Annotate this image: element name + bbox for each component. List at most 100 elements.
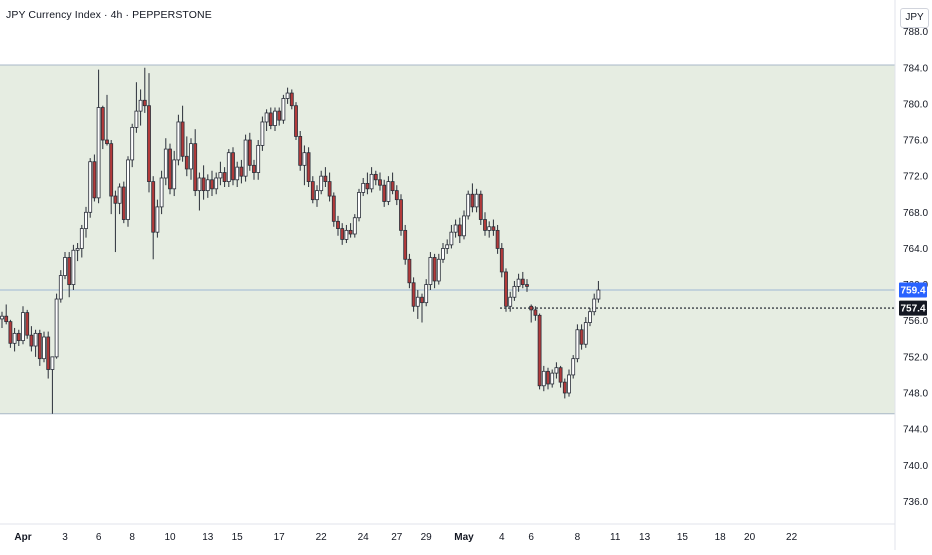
candle[interactable] [533,306,538,321]
candle[interactable] [16,329,21,347]
candle[interactable] [537,313,542,390]
candle[interactable] [512,280,517,301]
candle[interactable] [554,362,559,379]
candle[interactable] [352,214,357,238]
candle[interactable] [466,190,471,220]
candle[interactable] [441,243,445,263]
candle[interactable] [126,156,130,227]
candle[interactable] [567,369,571,397]
candle[interactable] [214,172,219,195]
candle[interactable] [130,123,135,168]
candle[interactable] [390,172,395,195]
candle[interactable] [403,224,408,265]
candle[interactable] [260,116,265,151]
candle[interactable] [499,243,504,278]
candle[interactable] [487,221,492,238]
candle[interactable] [168,143,172,195]
candle[interactable] [495,224,500,254]
candle[interactable] [197,172,202,211]
candle[interactable] [235,161,240,188]
candle[interactable] [189,138,193,180]
candle[interactable] [201,165,206,200]
candle[interactable] [386,176,391,206]
candle[interactable] [92,154,97,202]
candle[interactable] [67,252,72,298]
candle[interactable] [462,210,466,240]
currency-unit-button[interactable]: JPY [900,8,929,28]
candle[interactable] [407,253,412,289]
candle[interactable] [336,215,340,236]
candle[interactable] [155,199,160,238]
candle[interactable] [176,114,181,166]
candle[interactable] [193,129,198,197]
candle[interactable] [264,109,269,131]
candle[interactable] [483,212,487,236]
candle[interactable] [575,324,580,363]
candle[interactable] [205,174,210,198]
candle[interactable] [25,309,30,339]
candle[interactable] [449,224,454,249]
candle[interactable] [541,365,546,392]
candle[interactable] [373,170,378,186]
candle[interactable] [432,253,437,289]
candle[interactable] [109,140,114,215]
candle[interactable] [79,224,84,258]
candle[interactable] [113,190,118,253]
candle[interactable] [583,317,588,348]
candle[interactable] [428,252,433,291]
candle[interactable] [294,102,298,141]
candle[interactable] [453,219,458,238]
candle[interactable] [411,277,416,312]
candle[interactable] [319,170,324,195]
candle[interactable] [571,355,576,379]
candle[interactable] [424,279,429,307]
candle[interactable] [218,161,223,186]
candle[interactable] [289,89,294,110]
candle[interactable] [302,145,307,186]
candle[interactable] [525,279,529,292]
candle[interactable] [151,176,156,260]
candle[interactable] [172,150,177,197]
candle[interactable] [138,89,143,126]
candle[interactable] [546,367,550,390]
candle[interactable] [508,291,513,312]
candle[interactable] [121,181,126,224]
candle[interactable] [231,147,235,186]
candle[interactable] [134,82,139,133]
candle[interactable] [84,206,88,238]
candle[interactable] [399,194,403,236]
candle[interactable] [226,149,231,188]
candle[interactable] [96,69,101,204]
candle[interactable] [58,270,63,303]
candle[interactable] [365,172,370,195]
candle[interactable] [558,365,563,388]
candle[interactable] [310,176,315,204]
candle[interactable] [243,134,248,182]
candle[interactable] [394,185,399,206]
candle[interactable] [4,304,9,325]
candle[interactable] [147,73,151,193]
candle[interactable] [420,293,424,323]
candle[interactable] [21,306,25,345]
candle[interactable] [75,243,80,262]
candle[interactable] [470,183,475,213]
candle[interactable] [100,105,105,150]
candle[interactable] [478,190,483,225]
candle[interactable] [33,329,38,357]
candle[interactable] [357,188,361,222]
candle[interactable] [37,329,42,366]
candle[interactable] [474,188,479,213]
candle[interactable] [369,167,374,193]
candle[interactable] [50,356,55,414]
candle[interactable] [117,183,122,215]
candle[interactable] [344,224,349,244]
candle[interactable] [273,107,277,131]
candle[interactable] [327,172,332,202]
candle[interactable] [382,179,387,207]
candle[interactable] [277,107,282,126]
candle[interactable] [281,94,286,124]
candle[interactable] [592,293,597,316]
candle[interactable] [491,219,496,236]
candle[interactable] [445,239,450,254]
